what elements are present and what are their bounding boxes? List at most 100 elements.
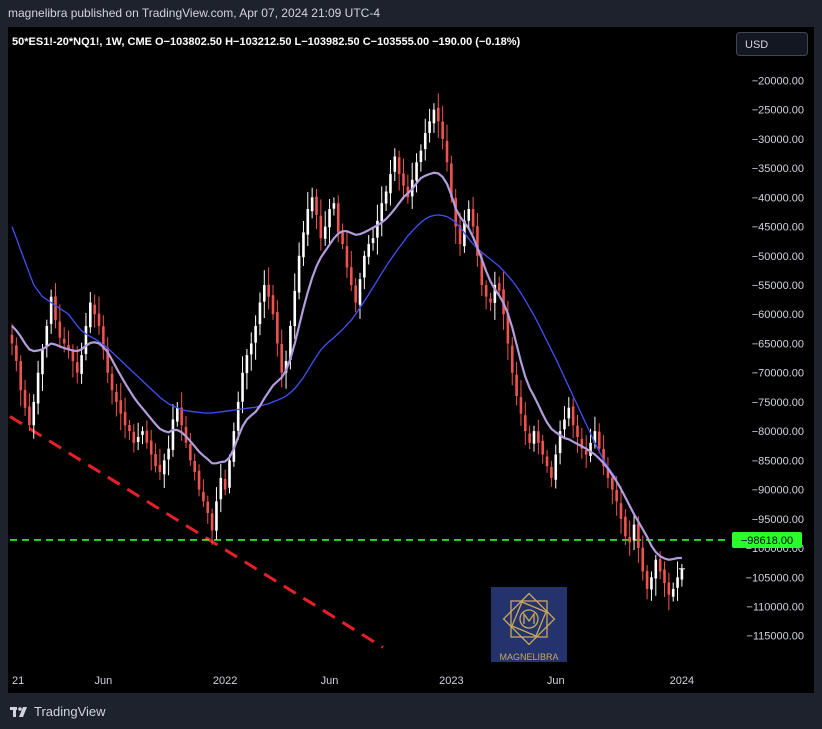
candle xyxy=(489,292,492,312)
x-tick-label: Jun xyxy=(321,675,339,687)
candle-body xyxy=(563,419,566,430)
candle-body xyxy=(611,477,614,490)
candle-body xyxy=(171,419,175,450)
candle xyxy=(628,520,631,556)
candle xyxy=(393,148,397,182)
candle xyxy=(650,571,653,601)
candle xyxy=(293,273,297,340)
candle xyxy=(271,284,275,320)
y-tick-label: −25000.00 xyxy=(752,105,804,117)
y-tick-label: −110000.00 xyxy=(746,601,804,613)
candle-body xyxy=(23,389,27,408)
candle-body xyxy=(258,302,262,325)
candle xyxy=(606,457,610,489)
y-tick-label: −50000.00 xyxy=(752,251,804,263)
candle xyxy=(676,561,679,601)
candle-body xyxy=(302,232,305,258)
candle xyxy=(397,150,401,191)
candle-body xyxy=(432,109,436,124)
candle xyxy=(28,393,31,431)
candle-body xyxy=(593,431,597,444)
candle-body xyxy=(276,312,279,344)
candle xyxy=(376,204,379,255)
y-tick-label: −95000.00 xyxy=(752,514,804,526)
support-price-label: −98618.00 xyxy=(741,535,793,547)
candle-body xyxy=(293,290,297,327)
candle xyxy=(667,572,671,611)
candle-body xyxy=(75,362,79,373)
candle xyxy=(563,406,566,439)
candle xyxy=(254,315,257,360)
candle-body xyxy=(341,232,344,245)
candle-body xyxy=(641,547,645,572)
candle xyxy=(484,280,488,310)
y-tick-label: −105000.00 xyxy=(746,572,804,584)
candle-body xyxy=(350,267,353,286)
y-tick-label: −85000.00 xyxy=(752,455,804,467)
candle-body xyxy=(202,491,205,502)
candle xyxy=(471,196,475,235)
candle xyxy=(619,486,623,534)
candle-body xyxy=(550,467,553,478)
candle xyxy=(154,443,157,473)
candle-body xyxy=(371,238,375,244)
descending-trendline xyxy=(9,415,384,649)
candle-body xyxy=(15,345,18,361)
candle xyxy=(528,425,531,450)
candle-body xyxy=(62,338,66,344)
candle xyxy=(541,434,544,464)
candle xyxy=(23,379,27,417)
candle xyxy=(19,355,22,407)
x-tick-label: 2023 xyxy=(439,675,463,687)
candle xyxy=(671,582,675,602)
candle-body xyxy=(402,173,405,186)
candle-body xyxy=(128,425,131,432)
candle-body xyxy=(32,401,36,426)
candle-body xyxy=(145,430,149,443)
candle-body xyxy=(84,325,88,354)
candle-body xyxy=(576,425,579,437)
candle xyxy=(219,463,223,513)
candle xyxy=(210,508,214,545)
candle-body xyxy=(219,477,223,500)
candle-body xyxy=(384,191,388,204)
candle-body xyxy=(167,448,170,460)
candle xyxy=(167,435,170,476)
candle-body xyxy=(476,226,479,256)
candle-body xyxy=(332,203,336,209)
y-tick-label: −60000.00 xyxy=(752,309,804,321)
candle xyxy=(441,105,444,150)
candle-body xyxy=(441,121,444,139)
candle xyxy=(567,397,571,427)
chart-pane[interactable] xyxy=(8,27,814,693)
candle-body xyxy=(515,374,518,397)
candle xyxy=(415,153,418,193)
candle xyxy=(580,427,584,459)
support-price-tag xyxy=(732,531,802,548)
candle xyxy=(241,356,244,414)
candle xyxy=(458,212,462,256)
candle xyxy=(75,346,79,384)
candle-body xyxy=(589,442,592,456)
candle xyxy=(537,419,540,455)
candle-body xyxy=(336,203,340,233)
candle xyxy=(428,108,431,143)
candle xyxy=(132,424,136,453)
candle-body xyxy=(415,162,418,181)
candle xyxy=(328,198,331,244)
candle xyxy=(49,289,53,334)
currency-button[interactable]: USD xyxy=(736,32,808,56)
candle-body xyxy=(680,568,684,580)
candle xyxy=(102,315,105,360)
candle-body xyxy=(354,285,357,303)
candle xyxy=(497,276,501,296)
y-tick-label: −90000.00 xyxy=(752,485,804,497)
y-tick-label: −55000.00 xyxy=(752,280,804,292)
candle-body xyxy=(423,133,427,150)
candle-body xyxy=(132,431,136,443)
candle-body xyxy=(162,460,166,475)
candle-body xyxy=(10,334,14,344)
candle xyxy=(228,454,231,494)
candle-body xyxy=(537,431,540,443)
